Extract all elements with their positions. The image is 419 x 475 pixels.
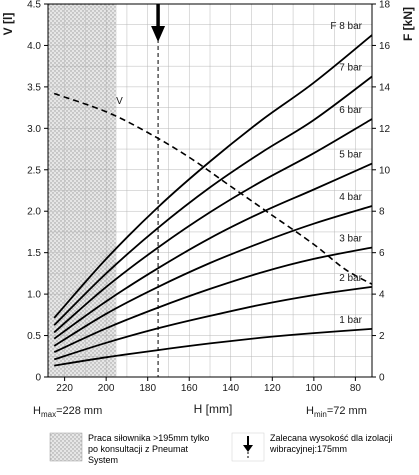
force-curve <box>53 162 373 340</box>
recommended-height-arrow-head <box>151 26 166 42</box>
curve-label: 2 bar <box>339 273 362 284</box>
y-right-tick-label: 4 <box>379 290 385 301</box>
curve-label: 3 bar <box>339 233 362 244</box>
curve-label: 1 bar <box>339 315 362 326</box>
curve-label: 7 bar <box>339 63 362 74</box>
x-tick-label: 220 <box>56 383 73 394</box>
y-right-tick-label: 14 <box>379 82 391 93</box>
x-tick-label: 100 <box>306 383 323 394</box>
force-curve <box>53 205 373 347</box>
y-left-tick-label: 0.5 <box>27 331 41 342</box>
y-left-tick-label: 2.5 <box>27 165 41 176</box>
y-left-tick-label: 1.0 <box>27 290 41 301</box>
legend-arrow-text: Zalecana wysokość dla izolacji wibracyjn… <box>270 433 393 454</box>
x-tick-label: 140 <box>222 383 239 394</box>
hmin-label: Hmin=72 mm <box>306 405 367 419</box>
legend-arrow-icon <box>243 436 253 459</box>
y-right-tick-label: 8 <box>379 207 385 218</box>
curve-label: 5 bar <box>339 150 362 161</box>
legend-shaded-swatch <box>49 432 83 462</box>
y-left-axis-title: V [l] <box>1 13 15 36</box>
hmax-label: Hmax=228 mm <box>33 405 102 419</box>
y-left-tick-label: 4.5 <box>27 0 41 11</box>
force-curve <box>53 118 373 334</box>
y-left-tick-label: 4.0 <box>27 41 41 52</box>
y-right-tick-label: 0 <box>379 373 385 384</box>
y-left-tick-label: 3.0 <box>27 124 41 135</box>
volume-curve-label: V <box>116 96 123 107</box>
force-curve <box>54 328 373 367</box>
x-axis-title: H [mm] <box>194 402 233 416</box>
force-curve <box>53 286 373 361</box>
y-right-axis-title: F [kN] <box>401 7 415 41</box>
y-right-tick-label: 2 <box>379 331 385 342</box>
legend-shaded-text: Praca siłownika >195mm tylko po konsulta… <box>88 433 210 465</box>
y-right-tick-label: 10 <box>379 165 391 176</box>
y-left-tick-label: 2.0 <box>27 207 41 218</box>
force-curve <box>53 34 373 319</box>
y-right-tick-label: 6 <box>379 248 385 259</box>
y-left-tick-label: 3.5 <box>27 82 41 93</box>
plot-frame <box>47 3 373 378</box>
force-curve <box>53 246 373 353</box>
force-curve <box>53 75 373 326</box>
curve-label: 6 bar <box>339 105 362 116</box>
y-right-tick-label: 18 <box>379 0 391 11</box>
x-tick-label: 120 <box>264 383 281 394</box>
curve-label: 4 bar <box>339 192 362 203</box>
y-right-tick-label: 16 <box>379 41 391 52</box>
x-tick-label: 160 <box>181 383 198 394</box>
x-tick-label: 200 <box>98 383 115 394</box>
y-right-tick-label: 12 <box>379 124 391 135</box>
y-left-tick-label: 0 <box>35 373 41 384</box>
y-left-tick-label: 1.5 <box>27 248 41 259</box>
curve-label: F 8 bar <box>330 21 362 32</box>
x-tick-label: 180 <box>139 383 156 394</box>
x-tick-label: 80 <box>350 383 362 394</box>
volume-curve <box>53 92 373 285</box>
